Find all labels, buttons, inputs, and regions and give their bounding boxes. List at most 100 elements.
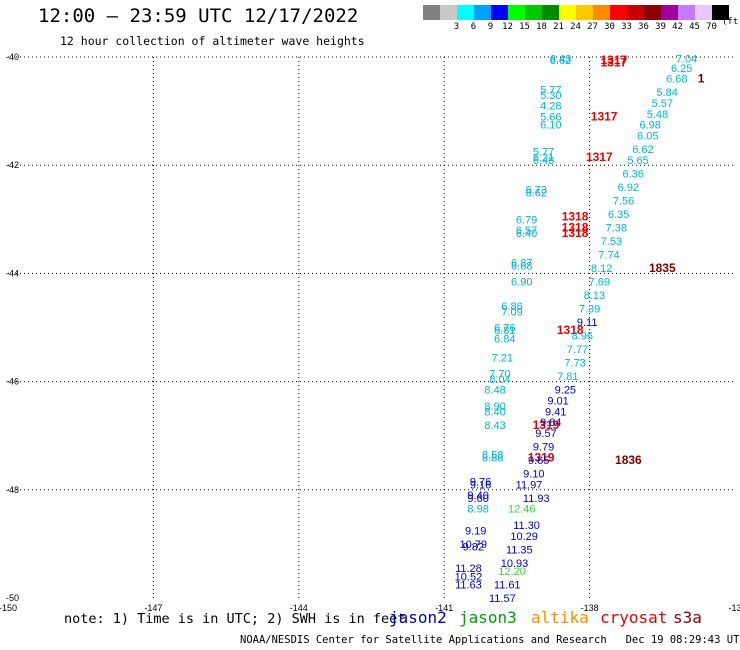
scale-swatch	[491, 5, 508, 20]
y-tick-label: -40	[6, 52, 19, 62]
observation-value: 5.66	[540, 112, 561, 124]
scale-label: 9	[487, 22, 494, 32]
scale-swatch	[474, 5, 491, 20]
observation-value: 9.16	[470, 479, 491, 491]
footnote: note: 1) Time is in UTC; 2) SWH is in fe…	[64, 611, 406, 627]
observation-value: 5.30	[540, 90, 561, 102]
observation-value: 6.36	[623, 168, 644, 180]
plot-grid	[8, 56, 735, 598]
x-tick-label: -138	[581, 603, 599, 613]
observation-value: 9.79	[533, 442, 554, 454]
scale-label: 27	[587, 22, 598, 32]
scale-label: 42	[672, 22, 683, 32]
observation-value: 7.21	[492, 352, 513, 364]
observation-value: 6.21	[533, 152, 554, 164]
scale-swatch	[525, 5, 542, 20]
observation-value: 6.73	[526, 185, 547, 197]
observation-value: 8.04	[489, 374, 510, 386]
observation-value: 6.62	[526, 187, 547, 199]
observation-value: 1318	[557, 323, 584, 337]
axis-tick-labels: -150 -147 -144 -141 -138 -13 -40 -42 -44 -46 -48 -5…	[0, 52, 740, 613]
observation-value: 12.20	[498, 566, 526, 578]
observation-value: 5.84	[656, 87, 677, 99]
observation-value: 1318	[562, 220, 589, 234]
observation-value: 7.81	[557, 371, 578, 383]
x-tick-label: -147	[144, 603, 162, 613]
x-tick-label: -150	[0, 603, 17, 613]
observation-value: 12.46	[508, 504, 536, 516]
observation-value: 11.97	[516, 479, 543, 491]
observation-value: 11.63	[455, 579, 482, 591]
chart-title: 12:00 – 23:59 UTC 12/17/2022	[38, 5, 359, 27]
scale-label: 30	[604, 22, 615, 32]
y-tick-label: -46	[6, 377, 19, 387]
observation-value: 6.35	[608, 209, 629, 221]
observation-value: 9.01	[547, 396, 568, 408]
observation-value: 7.70	[489, 368, 510, 380]
scale-swatch	[695, 5, 712, 20]
observation-value: 6.62	[550, 55, 571, 67]
scale-label: 18	[536, 22, 547, 32]
observation-value: 6.79	[516, 214, 537, 226]
observation-value: 6.81	[494, 325, 515, 337]
observation-value: 1319	[528, 450, 555, 464]
observation-value: 9.57	[535, 428, 556, 440]
observation-value: 1836	[615, 453, 642, 467]
observation-value: 4.28	[540, 101, 561, 113]
observation-value: 6.84	[494, 333, 515, 345]
scale-swatch	[593, 5, 610, 20]
observation-value: 7.39	[579, 304, 600, 316]
observation-value: 11.57	[489, 593, 516, 605]
observation-value: 8.13	[584, 290, 605, 302]
observation-value: 6.48	[533, 155, 554, 167]
observation-value: 7.53	[601, 236, 622, 248]
observation-value: 10.79	[460, 539, 488, 551]
x-tick-label: -13	[728, 603, 740, 613]
observation-value: 6.68	[511, 260, 532, 272]
observation-value: 7.69	[589, 277, 610, 289]
observation-value: 9.65	[528, 455, 549, 467]
observation-value: 8.90	[484, 401, 505, 413]
y-tick-label: -42	[6, 160, 19, 170]
scale-label: 33	[621, 22, 632, 32]
scale-swatch	[559, 5, 576, 20]
observation-value: 8.43	[484, 420, 505, 432]
scale-swatch	[440, 5, 457, 20]
observation-value: 9.84	[540, 417, 561, 429]
observation-value: 7.56	[613, 195, 634, 207]
observation-value: 6.92	[618, 182, 639, 194]
scale-label: 36	[638, 22, 649, 32]
observation-value: 8.12	[591, 263, 612, 275]
observation-value: 6.87	[511, 258, 532, 270]
observation-value: 7.74	[598, 249, 619, 261]
observation-value: 8.98	[467, 504, 488, 516]
observation-value: 9.41	[545, 406, 566, 418]
scale-swatch	[627, 5, 644, 20]
scale-unit-label: (ft)	[722, 17, 740, 27]
legend-jason2: jason2	[389, 608, 447, 627]
observation-value: 6.40	[516, 228, 537, 240]
legend-altika: altika	[531, 608, 589, 627]
observation-value: 5.48	[647, 109, 668, 121]
observation-value: 10.29	[510, 531, 538, 543]
scale-label: 39	[655, 22, 666, 32]
scale-swatch	[661, 5, 678, 20]
observation-value: 7.04	[676, 54, 697, 66]
observation-value: 7.38	[606, 222, 627, 234]
scale-swatch	[457, 5, 474, 20]
observation-value: 9.76	[470, 477, 491, 489]
legend-s3a: s3a	[673, 608, 702, 627]
scale-swatch	[712, 5, 729, 20]
observation-value: 9.11	[577, 317, 598, 329]
scale-swatch	[576, 5, 593, 20]
data-credit: NOAA/NESDIS Center for Satellite Applica…	[240, 634, 740, 646]
observation-labels: 6.436.62 131713175.775.304.285.666.101317…	[455, 53, 705, 605]
observation-value: 8.88	[482, 452, 503, 464]
scale-swatch	[644, 5, 661, 20]
observation-value: 10.93	[501, 558, 529, 570]
observation-value: 5.65	[627, 155, 648, 167]
observation-value: 9.40	[467, 490, 488, 502]
observation-value: 11.93	[523, 493, 550, 505]
observation-value: 1317	[600, 53, 627, 67]
chart-subtitle: 12 hour collection of altimeter wave hei…	[60, 34, 365, 48]
